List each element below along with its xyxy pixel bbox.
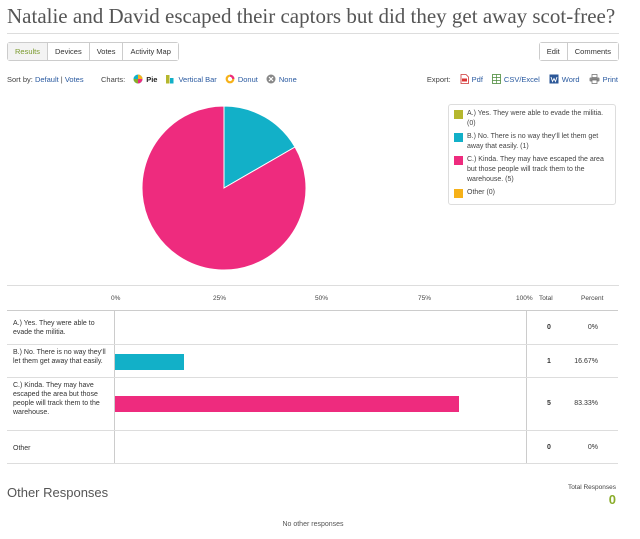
donut-chart-icon <box>225 74 235 84</box>
chart-option-donut-label: Donut <box>237 74 258 84</box>
export-word-label: Word <box>561 74 580 84</box>
legend-label-c: C.) Kinda. They may have escaped the are… <box>467 156 604 183</box>
legend-item-a: A.) Yes. They were able to evade the mil… <box>454 109 610 129</box>
table-header: 0% 25% 50% 75% 100% Total Percent <box>7 290 618 311</box>
row-label-a: A.) Yes. They were able to evade the mil… <box>13 320 95 336</box>
row-plot-b <box>114 345 527 377</box>
pdf-icon <box>460 74 469 84</box>
table-row-a: A.) Yes. They were able to evade the mil… <box>7 311 618 345</box>
row-percent-other: 0% <box>587 444 598 451</box>
legend-swatch-other <box>454 189 463 198</box>
axis-tick-0: 0% <box>111 295 121 302</box>
legend-item-other: Other (0) <box>454 188 610 198</box>
poll-title: Natalie and David escaped their captors … <box>7 4 616 28</box>
tab-results[interactable]: Results <box>8 43 49 60</box>
legend-swatch-a <box>454 110 463 119</box>
row-plot-a <box>114 311 527 344</box>
header-rule <box>7 310 618 311</box>
axis-tick-75: 75% <box>418 295 432 302</box>
sort-divider: | <box>60 75 63 84</box>
row-total-a: 0 <box>547 324 551 331</box>
axis-tick-100: 100% <box>516 295 533 302</box>
chart-option-none[interactable]: None <box>266 74 297 84</box>
none-chart-icon <box>266 74 276 84</box>
poll-actions: Edit Comments <box>538 42 619 61</box>
sort-controls: Sort by: Default | Votes <box>7 75 84 84</box>
sort-default-link[interactable]: Default <box>34 75 59 84</box>
row-total-b: 1 <box>547 358 551 365</box>
export-csv-label: CSV/Excel <box>503 74 540 84</box>
other-responses-heading: Other Responses <box>7 485 109 500</box>
row-plot-c <box>114 378 527 430</box>
table-row-c: C.) Kinda. They may have escaped the are… <box>7 378 618 431</box>
chart-option-none-label: None <box>278 74 297 84</box>
row-label-other: Other <box>13 445 31 452</box>
legend-label-b: B.) No. There is no way they'll let them… <box>467 133 599 150</box>
pie-chart-icon <box>133 74 143 84</box>
chart-option-vertical-bar-label: Vertical Bar <box>178 74 217 84</box>
chart-option-vertical-bar[interactable]: Vertical Bar <box>165 74 217 84</box>
bar-c <box>115 396 460 412</box>
no-other-responses-text: No other responses <box>282 521 344 528</box>
table-row-b: B.) No. There is no way they'll let them… <box>7 345 618 378</box>
export-print-label: Print <box>602 74 618 84</box>
row-total-c: 5 <box>547 400 551 407</box>
pie-slice-c <box>141 105 307 271</box>
row-percent-c: 83.33% <box>574 400 598 407</box>
sort-label: Sort by: <box>7 75 33 84</box>
export-word-link[interactable]: Word <box>549 74 580 84</box>
chart-type-selector: Charts: Pie Vertical Bar Donut None <box>101 74 297 84</box>
export-pdf-label: Pdf <box>471 74 483 84</box>
tab-votes[interactable]: Votes <box>89 43 124 60</box>
tab-activity-map[interactable]: Activity Map <box>123 43 178 60</box>
word-icon <box>549 74 559 84</box>
sort-votes-link[interactable]: Votes <box>64 75 84 84</box>
export-label: Export: <box>426 74 451 84</box>
legend-label-other: Other (0) <box>467 189 496 196</box>
total-responses-label: Total Responses <box>567 484 616 491</box>
pie-chart <box>141 105 307 271</box>
export-pdf-link[interactable]: Pdf <box>460 74 483 84</box>
title-divider <box>7 33 619 34</box>
legend-swatch-b <box>454 133 463 142</box>
bar-chart-icon <box>166 75 174 84</box>
export-csv-link[interactable]: CSV/Excel <box>492 74 540 84</box>
comments-button[interactable]: Comments <box>567 43 618 60</box>
spreadsheet-icon <box>492 74 501 84</box>
chart-legend: A.) Yes. They were able to evade the mil… <box>448 104 616 205</box>
total-header: Total <box>539 295 553 302</box>
table-row-other: Other 0 0% <box>7 431 618 464</box>
legend-item-b: B.) No. There is no way they'll let them… <box>454 132 610 152</box>
export-print-link[interactable]: Print <box>589 74 618 84</box>
printer-icon <box>589 74 600 84</box>
row-label-c: C.) Kinda. They may have escaped the are… <box>13 382 100 416</box>
bar-b <box>115 354 184 370</box>
row-percent-a: 0% <box>587 324 598 331</box>
legend-item-c: C.) Kinda. They may have escaped the are… <box>454 155 610 185</box>
chart-option-pie-label: Pie <box>146 74 158 84</box>
tab-devices[interactable]: Devices <box>48 43 90 60</box>
charts-label: Charts: <box>101 74 126 84</box>
chart-option-pie[interactable]: Pie <box>133 74 157 84</box>
export-options: Export: Pdf CSV/Excel Word Print <box>427 74 618 84</box>
pie-slice-b <box>223 105 296 189</box>
row-percent-b: 16.67% <box>574 358 598 365</box>
section-divider <box>7 285 619 286</box>
axis-tick-50: 50% <box>315 295 329 302</box>
axis-tick-25: 25% <box>213 295 227 302</box>
percent-header: Percent <box>581 295 604 302</box>
total-responses-value: 0 <box>608 492 616 507</box>
chart-option-donut[interactable]: Donut <box>225 74 258 84</box>
row-label-b: B.) No. There is no way they'll let them… <box>13 349 106 365</box>
row-plot-other <box>114 431 527 463</box>
legend-swatch-c <box>454 156 463 165</box>
edit-button[interactable]: Edit <box>539 43 568 60</box>
legend-label-a: A.) Yes. They were able to evade the mil… <box>467 110 604 127</box>
row-total-other: 0 <box>547 444 551 451</box>
results-table: 0% 25% 50% 75% 100% Total Percent A.) Ye… <box>7 290 618 464</box>
view-tabs: Results Devices Votes Activity Map <box>7 42 179 61</box>
